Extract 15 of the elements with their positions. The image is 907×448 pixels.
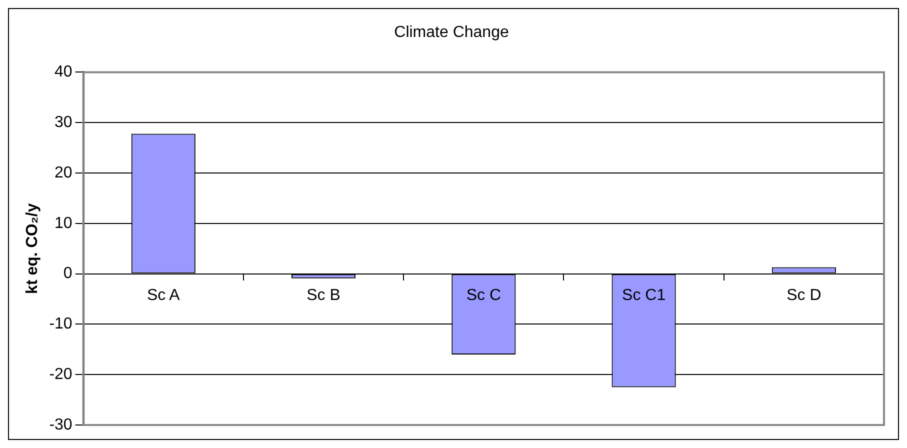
x-tick-label: Sc A bbox=[146, 286, 180, 304]
y-tick-label: 20 bbox=[54, 164, 72, 182]
y-tick-label: 40 bbox=[54, 64, 72, 81]
y-tick-label: -10 bbox=[49, 316, 72, 333]
y-tick-label: 30 bbox=[54, 114, 72, 132]
x-tick-label: Sc C bbox=[466, 286, 501, 304]
y-tick-label: -30 bbox=[49, 416, 72, 434]
y-tick-label: -20 bbox=[49, 366, 72, 384]
y-tick-label: 0 bbox=[63, 265, 72, 282]
y-axis-title: kt eq. CO₂/y bbox=[24, 203, 42, 294]
y-tick-label: 10 bbox=[54, 214, 72, 232]
x-tick-label: Sc B bbox=[306, 286, 340, 304]
x-tick-label: Sc C1 bbox=[622, 286, 666, 304]
chart-title: Climate Change bbox=[394, 24, 509, 42]
x-tick-label: Sc D bbox=[786, 286, 822, 304]
